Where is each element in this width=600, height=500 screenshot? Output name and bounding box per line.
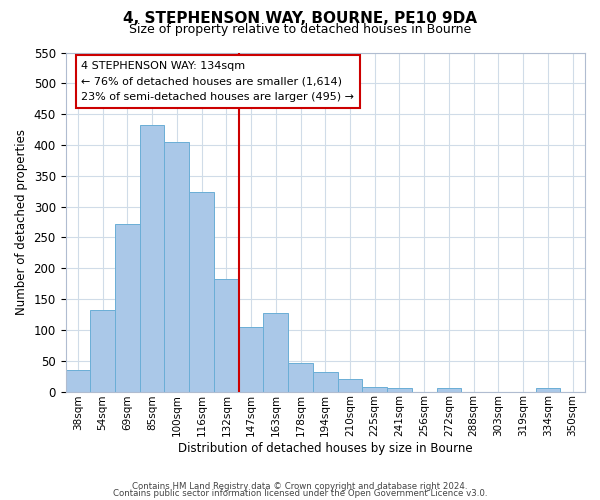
Bar	[90, 310, 115, 392]
Bar	[387, 388, 412, 392]
Bar	[288, 363, 313, 392]
Text: 4 STEPHENSON WAY: 134sqm
← 76% of detached houses are smaller (1,614)
23% of sem: 4 STEPHENSON WAY: 134sqm ← 76% of detach…	[81, 61, 354, 102]
Bar	[65, 370, 90, 392]
Bar	[239, 327, 263, 392]
Bar	[115, 224, 140, 392]
Bar	[263, 314, 288, 392]
Text: Contains public sector information licensed under the Open Government Licence v3: Contains public sector information licen…	[113, 489, 487, 498]
Text: Size of property relative to detached houses in Bourne: Size of property relative to detached ho…	[129, 22, 471, 36]
Bar	[164, 142, 189, 392]
Bar	[437, 388, 461, 392]
X-axis label: Distribution of detached houses by size in Bourne: Distribution of detached houses by size …	[178, 442, 473, 455]
Text: 4, STEPHENSON WAY, BOURNE, PE10 9DA: 4, STEPHENSON WAY, BOURNE, PE10 9DA	[123, 11, 477, 26]
Bar	[214, 278, 239, 392]
Bar	[140, 125, 164, 392]
Bar	[362, 386, 387, 392]
Bar	[338, 379, 362, 392]
Bar	[536, 388, 560, 392]
Y-axis label: Number of detached properties: Number of detached properties	[15, 129, 28, 315]
Bar	[313, 372, 338, 392]
Bar	[189, 192, 214, 392]
Text: Contains HM Land Registry data © Crown copyright and database right 2024.: Contains HM Land Registry data © Crown c…	[132, 482, 468, 491]
